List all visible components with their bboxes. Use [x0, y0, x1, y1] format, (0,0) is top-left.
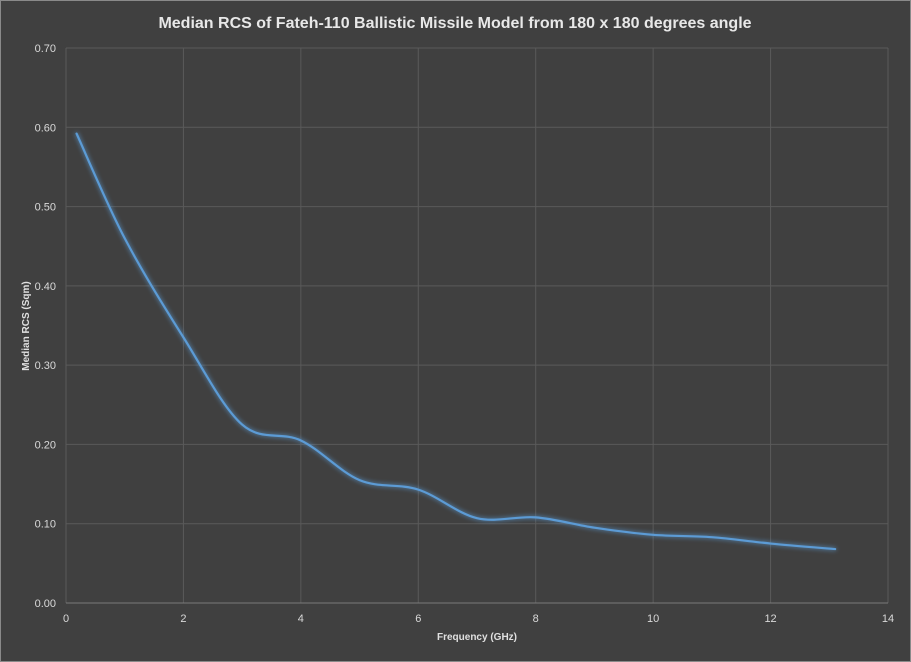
y-tick-label: 0.20 — [35, 439, 56, 451]
x-tick-label: 4 — [298, 613, 304, 625]
x-tick-label: 8 — [533, 613, 539, 625]
x-axis-title: Frequency (GHz) — [437, 632, 517, 643]
x-tick-label: 2 — [180, 613, 186, 625]
y-axis-ticks: 0.00 0.10 0.20 0.30 0.40 0.50 0.60 0.70 — [35, 43, 56, 610]
y-axis-title: Median RCS (Sqm) — [21, 281, 32, 370]
x-tick-label: 14 — [882, 613, 894, 625]
y-tick-label: 0.10 — [35, 519, 56, 531]
x-tick-label: 10 — [647, 613, 659, 625]
x-tick-label: 6 — [415, 613, 421, 625]
x-tick-label: 12 — [764, 613, 776, 625]
chart-title: Median RCS of Fateh-110 Ballistic Missil… — [158, 15, 751, 32]
y-tick-label: 0.30 — [35, 360, 56, 372]
x-axis-ticks: 0 2 4 6 8 10 12 14 — [63, 613, 894, 625]
gridlines — [65, 47, 889, 603]
y-tick-label: 0.40 — [35, 281, 56, 293]
y-tick-label: 0.00 — [35, 598, 56, 610]
series-line — [75, 132, 837, 551]
x-tick-label: 0 — [63, 613, 69, 625]
y-tick-label: 0.60 — [35, 122, 56, 134]
y-tick-label: 0.70 — [35, 43, 56, 55]
series-group — [75, 132, 837, 551]
y-tick-label: 0.50 — [35, 202, 56, 214]
